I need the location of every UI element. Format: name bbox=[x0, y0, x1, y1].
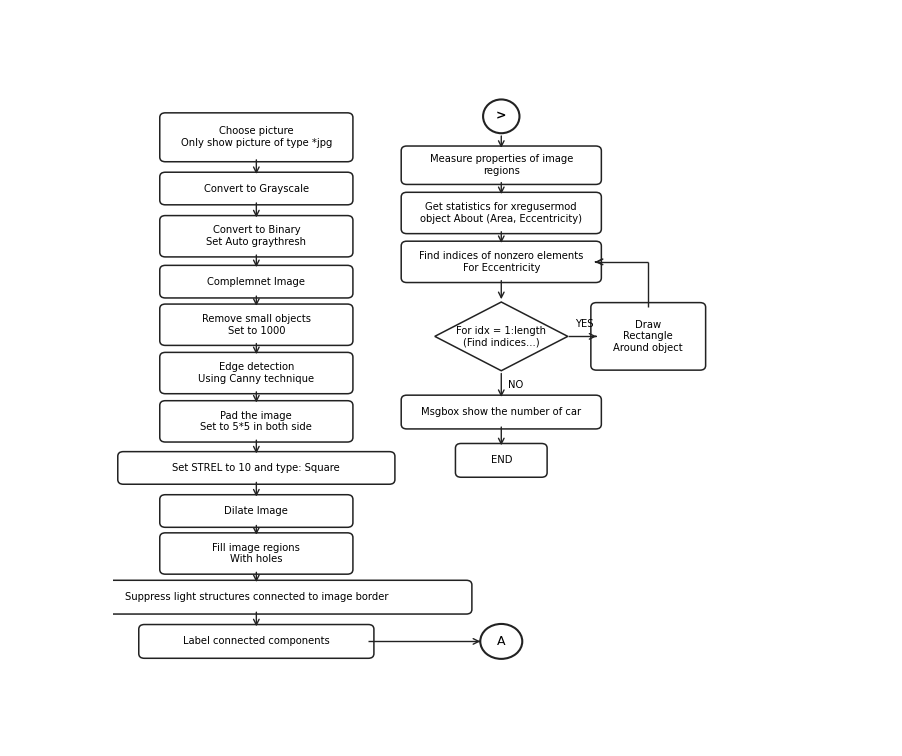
FancyBboxPatch shape bbox=[590, 302, 704, 370]
Text: Choose picture
Only show picture of type *jpg: Choose picture Only show picture of type… bbox=[180, 126, 332, 148]
Text: END: END bbox=[490, 455, 511, 466]
Polygon shape bbox=[435, 302, 567, 370]
FancyBboxPatch shape bbox=[160, 172, 353, 205]
FancyBboxPatch shape bbox=[455, 444, 547, 477]
FancyBboxPatch shape bbox=[160, 494, 353, 528]
Text: Edge detection
Using Canny technique: Edge detection Using Canny technique bbox=[198, 362, 314, 384]
Text: Draw
Rectangle
Around object: Draw Rectangle Around object bbox=[612, 320, 682, 353]
Text: Dilate Image: Dilate Image bbox=[225, 506, 288, 516]
FancyBboxPatch shape bbox=[41, 581, 472, 614]
Text: Label connected components: Label connected components bbox=[183, 637, 329, 646]
Ellipse shape bbox=[483, 100, 519, 133]
Text: Set STREL to 10 and type: Square: Set STREL to 10 and type: Square bbox=[172, 463, 340, 473]
Text: Get statistics for xregusermod
object About (Area, Eccentricity): Get statistics for xregusermod object Ab… bbox=[419, 202, 582, 224]
Text: YES: YES bbox=[575, 319, 593, 330]
FancyBboxPatch shape bbox=[160, 401, 353, 442]
FancyBboxPatch shape bbox=[400, 241, 601, 283]
Text: Convert to Binary
Set Auto graythresh: Convert to Binary Set Auto graythresh bbox=[207, 225, 306, 247]
FancyBboxPatch shape bbox=[160, 113, 353, 162]
FancyBboxPatch shape bbox=[400, 395, 601, 429]
Text: Find indices of nonzero elements
For Eccentricity: Find indices of nonzero elements For Ecc… bbox=[419, 251, 583, 273]
Text: Msgbox show the number of car: Msgbox show the number of car bbox=[420, 407, 581, 417]
FancyBboxPatch shape bbox=[117, 451, 394, 485]
FancyBboxPatch shape bbox=[160, 304, 353, 345]
FancyBboxPatch shape bbox=[160, 265, 353, 298]
FancyBboxPatch shape bbox=[400, 192, 601, 234]
Text: Convert to Grayscale: Convert to Grayscale bbox=[204, 184, 308, 194]
Text: Remove small objects
Set to 1000: Remove small objects Set to 1000 bbox=[202, 314, 310, 336]
FancyBboxPatch shape bbox=[160, 352, 353, 394]
Text: A: A bbox=[496, 635, 505, 648]
Text: NO: NO bbox=[508, 380, 523, 390]
Text: Pad the image
Set to 5*5 in both side: Pad the image Set to 5*5 in both side bbox=[200, 411, 312, 432]
FancyBboxPatch shape bbox=[160, 215, 353, 257]
Text: Suppress light structures connected to image border: Suppress light structures connected to i… bbox=[124, 592, 388, 603]
FancyBboxPatch shape bbox=[160, 533, 353, 574]
Circle shape bbox=[480, 624, 521, 659]
Text: Fill image regions
With holes: Fill image regions With holes bbox=[212, 543, 300, 564]
Text: Measure properties of image
regions: Measure properties of image regions bbox=[429, 154, 573, 176]
Text: For idx = 1:length
(Find indices...): For idx = 1:length (Find indices...) bbox=[456, 326, 546, 347]
Text: Complemnet Image: Complemnet Image bbox=[207, 277, 305, 287]
FancyBboxPatch shape bbox=[400, 146, 601, 184]
Text: >: > bbox=[495, 110, 506, 122]
FancyBboxPatch shape bbox=[139, 624, 373, 658]
